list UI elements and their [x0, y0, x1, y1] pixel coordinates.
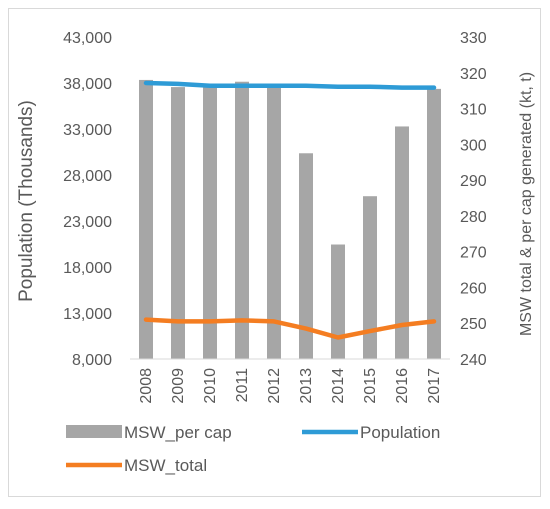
x-tick-label: 2016 — [394, 368, 411, 404]
left-tick-label: 18,000 — [63, 260, 112, 277]
legend-swatch-bar — [66, 425, 122, 438]
left-tick-label: 13,000 — [63, 306, 112, 323]
legend-label: Population — [360, 423, 440, 442]
x-tick-label: 2014 — [330, 368, 347, 404]
x-tick-label: 2009 — [170, 368, 187, 404]
bars-layer — [139, 79, 441, 359]
left-tick-label: 43,000 — [63, 30, 112, 47]
left-tick-label: 33,000 — [63, 122, 112, 139]
left-axis-title: Population (Thousands) — [16, 100, 37, 302]
legend-label: MSW_total — [124, 456, 207, 475]
left-tick-label: 38,000 — [63, 76, 112, 93]
right-tick-label: 250 — [460, 316, 487, 333]
right-tick-label: 260 — [460, 280, 487, 297]
legend: MSW_per cap Population MSW_total — [66, 423, 440, 475]
bar-2009 — [171, 87, 185, 359]
bar-2010 — [203, 87, 217, 359]
right-axis-title: MSW total & per cap generated (kt, t) — [518, 72, 535, 336]
bar-2012 — [267, 83, 281, 359]
x-tick-label: 2011 — [234, 368, 251, 403]
x-axis-ticks: 2008 2009 2010 2011 2012 2013 2014 2015 2016 2017 — [138, 368, 443, 404]
bar-2016 — [395, 126, 409, 359]
right-axis-ticks: 240 250 260 270 280 290 300 310 320 330 — [460, 30, 487, 369]
bar-2014 — [331, 244, 345, 359]
bar-2017 — [427, 88, 441, 359]
x-tick-label: 2010 — [202, 368, 219, 404]
left-tick-label: 8,000 — [72, 352, 112, 369]
right-tick-label: 330 — [460, 30, 487, 47]
x-tick-label: 2012 — [266, 368, 283, 404]
x-tick-label: 2008 — [138, 368, 155, 404]
bar-2011 — [235, 81, 249, 359]
x-tick-label: 2017 — [426, 368, 443, 404]
left-axis-ticks: 8,000 13,000 18,000 23,000 28,000 33,000 38,00… — [63, 30, 112, 369]
right-tick-label: 290 — [460, 173, 487, 190]
right-tick-label: 240 — [460, 352, 487, 369]
bar-2015 — [363, 196, 377, 359]
lines-layer — [143, 80, 437, 340]
x-tick-label: 2013 — [298, 368, 315, 404]
right-tick-label: 300 — [460, 137, 487, 154]
series-line-1 — [143, 80, 437, 90]
legend-label: MSW_per cap — [124, 423, 232, 442]
left-tick-label: 23,000 — [63, 214, 112, 231]
series-line-2 — [143, 317, 437, 340]
right-tick-label: 280 — [460, 209, 487, 226]
bar-2013 — [299, 153, 313, 359]
right-tick-label: 320 — [460, 66, 487, 83]
right-tick-label: 310 — [460, 102, 487, 119]
left-tick-label: 28,000 — [63, 168, 112, 185]
x-tick-label: 2015 — [362, 368, 379, 404]
right-tick-label: 270 — [460, 245, 487, 262]
bar-2008 — [139, 79, 153, 359]
